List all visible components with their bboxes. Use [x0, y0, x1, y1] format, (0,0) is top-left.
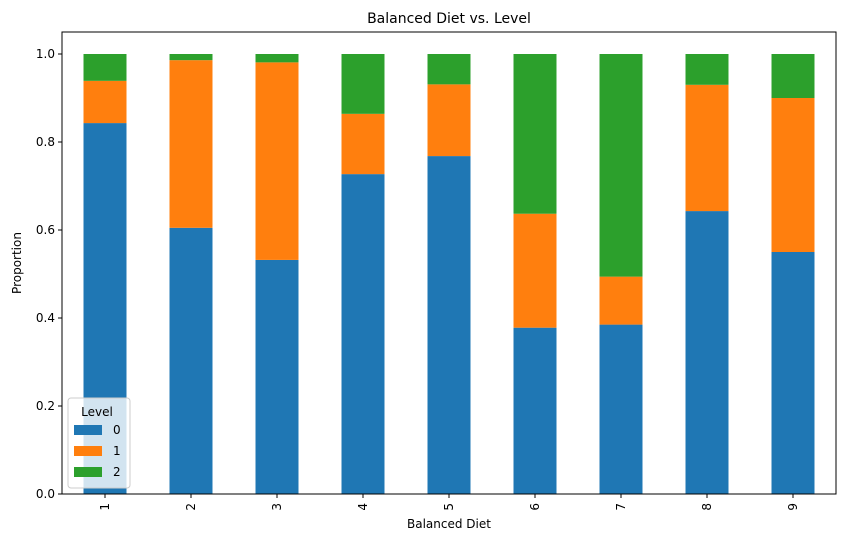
chart-title: Balanced Diet vs. Level	[367, 11, 531, 27]
y-tick-label: 0.8	[36, 135, 55, 149]
legend-swatch-2	[74, 467, 102, 477]
bar-5-level-1	[427, 84, 471, 157]
bar-8-level-0	[685, 211, 729, 494]
bar-7-level-0	[599, 324, 643, 494]
x-axis-label: Balanced Diet	[407, 517, 491, 531]
x-tick-label: 5	[442, 503, 456, 511]
x-tick-label: 8	[700, 503, 714, 511]
y-tick-label: 1.0	[36, 47, 55, 61]
bar-8-level-2	[685, 54, 729, 85]
legend-swatch-0	[74, 425, 102, 435]
x-tick-label: 3	[270, 503, 284, 511]
bar-7-level-1	[599, 276, 643, 325]
legend-frame	[67, 397, 131, 489]
bar-3-level-0	[255, 259, 299, 494]
y-axis: 0.0 0.2 0.4 0.6 0.8 1.0	[36, 47, 62, 501]
bar-4-level-1	[341, 113, 385, 175]
legend: Level 0 1 2	[67, 397, 131, 489]
bar-9-level-2	[771, 54, 815, 98]
bar-6-level-2	[513, 54, 557, 214]
y-tick-label: 0.2	[36, 399, 55, 413]
bar-3-level-1	[255, 62, 299, 260]
bar-5-level-0	[427, 156, 471, 494]
legend-swatch-1	[74, 446, 102, 456]
y-tick-label: 0.6	[36, 223, 55, 237]
bar-8-level-1	[685, 84, 729, 212]
bar-4-level-0	[341, 174, 385, 494]
legend-title: Level	[81, 405, 113, 419]
x-tick-label: 7	[614, 503, 628, 511]
bar-1-level-2	[83, 54, 127, 81]
x-axis: 1 2 3 4 5 6 7 8 9	[98, 494, 800, 511]
bar-7-level-2	[599, 54, 643, 277]
bars-group	[83, 54, 815, 495]
bar-2-level-2	[169, 54, 213, 61]
bar-6-level-1	[513, 213, 557, 328]
y-tick-label: 0.0	[36, 487, 55, 501]
x-tick-label: 2	[184, 503, 198, 511]
legend-label-1: 1	[113, 444, 121, 458]
bar-2-level-0	[169, 227, 213, 495]
x-tick-label: 4	[356, 503, 370, 511]
bar-9-level-0	[771, 252, 815, 494]
legend-items: 0 1 2	[74, 423, 121, 479]
bar-2-level-1	[169, 60, 213, 228]
bar-1-level-1	[83, 80, 127, 124]
x-tick-label: 6	[528, 503, 542, 511]
bar-6-level-0	[513, 327, 557, 494]
bar-5-level-2	[427, 54, 471, 85]
x-tick-label: 9	[786, 503, 800, 511]
legend-label-0: 0	[113, 423, 121, 437]
y-tick-label: 0.4	[36, 311, 55, 325]
bar-3-level-2	[255, 54, 299, 63]
bar-9-level-1	[771, 98, 815, 252]
legend-label-2: 2	[113, 465, 121, 479]
y-axis-label: Proportion	[10, 232, 24, 294]
x-tick-label: 1	[98, 503, 112, 511]
bar-4-level-2	[341, 54, 385, 114]
